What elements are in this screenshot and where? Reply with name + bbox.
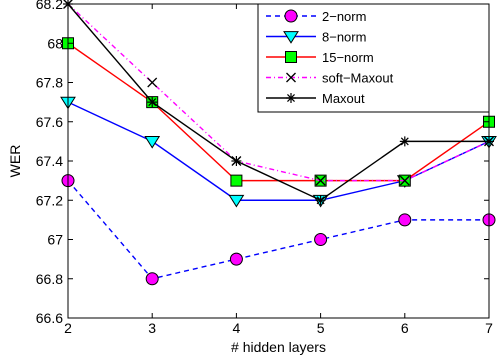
- legend-label: 2−norm: [322, 9, 366, 24]
- x-tick-label: 7: [485, 320, 493, 336]
- y-tick-label: 67.6: [36, 114, 63, 130]
- data-point: [228, 194, 245, 208]
- x-stroke: [399, 175, 410, 186]
- x-tick-label: 3: [148, 320, 156, 336]
- series-line: [67, 3, 490, 182]
- data-point: [315, 175, 326, 186]
- y-tick-label: 68.2: [36, 0, 63, 12]
- x-stroke: [147, 77, 158, 88]
- star-stroke: [287, 94, 295, 102]
- legend-entry: 15−norm: [266, 50, 374, 65]
- legend-label: Maxout: [322, 91, 365, 106]
- x-axis-label: # hidden layers: [231, 339, 326, 355]
- star-stroke: [148, 98, 157, 107]
- data-point: [399, 175, 410, 186]
- data-point: [147, 97, 158, 108]
- legend-marker: [285, 51, 297, 63]
- data-point: [398, 213, 412, 227]
- y-axis-label: WER: [7, 145, 23, 178]
- x-tick-label: 2: [64, 320, 72, 336]
- legend: 2−norm 8−norm 15−norm soft−Maxout Maxout: [257, 3, 490, 113]
- legend-marker: [284, 9, 298, 23]
- y-tick-label: 68: [47, 35, 63, 51]
- y-tick-label: 66.8: [36, 271, 63, 287]
- series-line: [67, 3, 489, 202]
- y-tick-label: 67.4: [36, 153, 63, 169]
- x-tick-label: 4: [233, 320, 241, 336]
- data-point: [315, 195, 326, 206]
- legend-label: soft−Maxout: [322, 71, 394, 86]
- data-point: [399, 136, 410, 147]
- legend-label: 8−norm: [322, 30, 366, 45]
- y-tick-label: 67: [47, 232, 63, 248]
- star-stroke: [400, 137, 409, 146]
- y-tick-label: 67.2: [36, 192, 63, 208]
- data-point: [145, 272, 159, 286]
- y-tick-label: 66.6: [36, 310, 63, 326]
- star-stroke: [316, 196, 325, 205]
- data-point: [230, 174, 243, 187]
- star-stroke: [232, 157, 241, 165]
- x-tick-label: 6: [401, 320, 409, 336]
- legend-entry: 8−norm: [266, 30, 366, 45]
- data-point: [144, 135, 161, 149]
- y-tick-label: 67.8: [36, 75, 63, 91]
- legend-entry: soft−Maxout: [266, 71, 394, 86]
- legend-marker: [286, 72, 296, 83]
- legend-marker: [283, 31, 299, 44]
- series-2-norm: [61, 174, 496, 286]
- data-point: [231, 156, 242, 166]
- x-stroke: [286, 72, 296, 83]
- series-maxout: [63, 0, 494, 206]
- x-tick-label: 5: [317, 320, 325, 336]
- legend-label: 15−norm: [322, 50, 374, 65]
- data-point: [229, 252, 243, 266]
- data-point: [147, 77, 158, 88]
- legend-entry: Maxout: [266, 91, 365, 106]
- legend-marker: [286, 93, 296, 103]
- data-point: [314, 233, 328, 246]
- series-layer: [60, 0, 497, 286]
- legend-entry: 2−norm: [266, 9, 366, 24]
- x-stroke: [315, 175, 326, 186]
